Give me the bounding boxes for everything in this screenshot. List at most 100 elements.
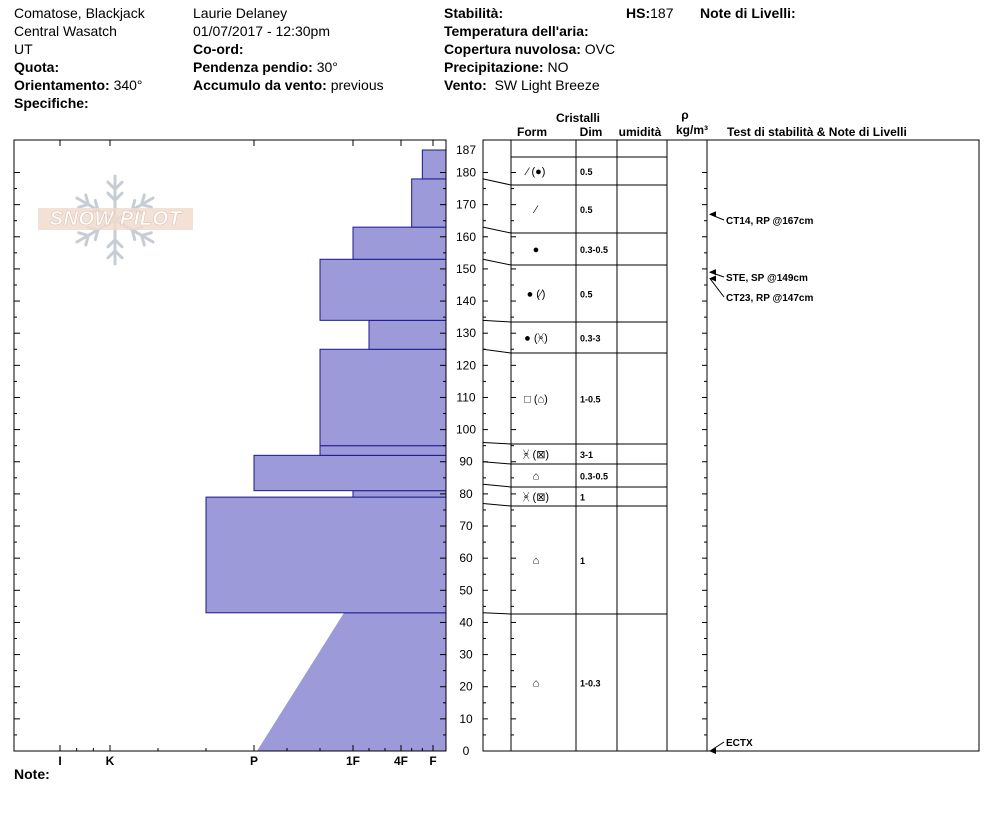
layer-form: ● (ᚸ)	[524, 332, 548, 345]
layer-connector	[482, 612, 512, 615]
layer-connector	[482, 441, 512, 445]
height-tick-label: 100	[456, 423, 476, 437]
hardness-layer-1	[205, 496, 447, 614]
height-tick-label: 90	[459, 455, 473, 469]
pendenza: Pendenza pendio: 30°	[193, 58, 338, 76]
height-tick-label: 30	[459, 648, 473, 662]
vento-label: Vento:	[444, 77, 487, 93]
snowflake-branch	[113, 238, 124, 249]
hardness-layer-6	[368, 319, 447, 350]
header-rho-unit: kg/m³	[676, 123, 708, 137]
layer-dim: 1-0.3	[580, 679, 601, 689]
note-livelli-label: Note di Livelli:	[700, 5, 796, 21]
layer-form: ⁄ (●)	[524, 166, 546, 178]
hardness-layer-0	[257, 612, 446, 751]
layer-connector	[482, 178, 512, 186]
region: Central Wasatch	[14, 23, 117, 39]
quota-label: Quota:	[14, 59, 60, 75]
layer-dim: 1-0.5	[580, 395, 601, 405]
height-tick-label: 40	[459, 615, 473, 629]
snowflake-branch	[106, 191, 117, 202]
snowflake-branch	[140, 233, 146, 247]
layer-form: ⌂	[533, 678, 540, 690]
test-label: CT23, RP @147cm	[726, 293, 813, 304]
height-tick-label: 0	[463, 744, 470, 758]
layer-dim: 3-1	[580, 450, 593, 460]
accumulo: Accumulo da vento: previous	[193, 76, 384, 94]
test-label: ECTX	[726, 738, 753, 749]
snowflake-branch	[113, 249, 124, 260]
state: UT	[14, 41, 33, 57]
layer-dim: 0.3-3	[580, 334, 601, 344]
layer-dim: 0.3-0.5	[580, 472, 608, 482]
height-tick-label: 110	[456, 390, 475, 404]
test-arrowhead	[709, 748, 716, 754]
test-arrowhead	[709, 211, 716, 218]
hardness-layer-4	[319, 445, 447, 456]
layer-form: □ (⌂)	[524, 394, 548, 406]
header-umidita: umidità	[619, 125, 662, 139]
layer-form: ● (⁄)	[527, 289, 546, 301]
layer-dim: 0.3-0.5	[580, 245, 608, 255]
coord-label: Co-ord:	[193, 41, 244, 57]
height-tick-label: 170	[456, 198, 476, 212]
orientamento: Orientamento: 340°	[14, 76, 143, 94]
layer-connector	[482, 258, 512, 266]
hardness-tick-label: 1F	[346, 754, 360, 768]
hardness-layer-3	[253, 454, 447, 492]
layer-form: ᚸ (⊠)	[523, 491, 549, 504]
hardness-tick-label: K	[106, 754, 115, 768]
height-tick-label: 20	[459, 680, 473, 694]
hs: HS:187	[626, 4, 673, 22]
temperatura-label: Temperatura dell'aria:	[444, 23, 589, 39]
orientamento-label: Orientamento:	[14, 77, 110, 93]
layer-form: ●	[533, 244, 540, 256]
layer-connector	[482, 483, 512, 488]
layer-dim: 1	[580, 493, 585, 503]
snowflake-branch	[106, 180, 117, 191]
location: Comatose, Blackjack	[14, 5, 145, 21]
copertura-label: Copertura nuvolosa:	[444, 41, 581, 57]
test-arrowhead	[709, 275, 716, 282]
logo-text: SNOW PILOT	[38, 208, 193, 230]
pendenza-value: 30°	[316, 59, 338, 75]
header-rho: ρ	[681, 108, 688, 122]
datetime: 01/07/2017 - 12:30pm	[193, 23, 330, 39]
height-tick-label: 70	[459, 519, 473, 533]
header-tests: Test di stabilità & Note di Livelli	[727, 125, 907, 139]
layer-dim: 0.5	[580, 167, 593, 177]
snowflake-branch	[106, 238, 117, 249]
snowflake-branch	[140, 193, 146, 207]
copertura-value: OVC	[584, 41, 616, 57]
height-tick-label: 10	[459, 712, 473, 726]
specifiche-label: Specifiche:	[14, 95, 89, 111]
height-tick-label: 160	[456, 230, 476, 244]
orientamento-value: 340°	[113, 77, 143, 93]
test-arrowhead	[709, 269, 716, 276]
precipitazione-label: Precipitazione:	[444, 59, 544, 75]
hardness-layer-10	[421, 149, 447, 180]
height-tick-label: 120	[456, 358, 476, 372]
layer-form: ⌂	[533, 555, 540, 567]
hardness-tick-label: P	[250, 754, 258, 768]
layer-connector	[482, 461, 512, 465]
vento: Vento: SW Light Breeze	[444, 76, 600, 94]
note-label: Note:	[14, 766, 50, 782]
snowflake-branch	[140, 203, 153, 209]
hardness-layer-5	[319, 348, 447, 447]
layer-form: ⁄	[532, 204, 539, 216]
height-tick-label: 180	[456, 165, 476, 179]
accumulo-label: Accumulo da vento:	[193, 77, 327, 93]
vento-value: SW Light Breeze	[494, 77, 600, 93]
hardness-layer-9	[411, 178, 447, 228]
test-pointer	[709, 278, 725, 298]
hs-label: HS:	[626, 5, 651, 21]
snowflake-branch	[77, 203, 90, 209]
layer-form: ᚸ (⊠)	[523, 448, 549, 461]
snowflake-branch	[130, 228, 137, 242]
layers-frame	[482, 139, 980, 752]
accumulo-value: previous	[330, 77, 384, 93]
height-tick-label: 60	[459, 551, 473, 565]
hardness-tick-label: 4F	[394, 754, 408, 768]
